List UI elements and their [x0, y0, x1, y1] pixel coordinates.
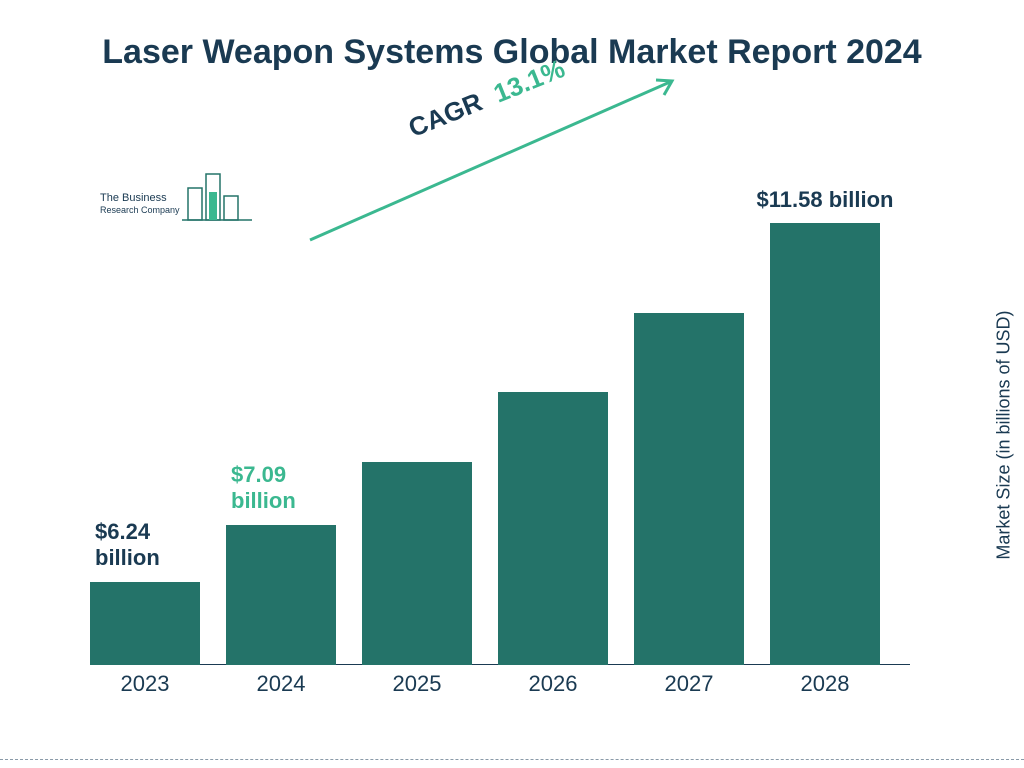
x-tick-2028: 2028: [760, 671, 890, 697]
x-tick-2024: 2024: [216, 671, 346, 697]
bar-2028: [770, 223, 880, 665]
value-label-2028: $11.58 billion: [740, 187, 910, 213]
value-label-2024: $7.09billion: [231, 462, 351, 515]
x-tick-2023: 2023: [80, 671, 210, 697]
bar-2023: [90, 582, 200, 665]
x-tick-2027: 2027: [624, 671, 754, 697]
bar-2026: [498, 392, 608, 665]
bar-chart: 202320242025202620272028$6.24billion$7.0…: [90, 165, 910, 695]
bar-2027: [634, 313, 744, 666]
x-tick-2026: 2026: [488, 671, 618, 697]
cagr-label: CAGR: [404, 86, 486, 142]
bar-2024: [226, 525, 336, 665]
footer-divider: [0, 759, 1024, 760]
y-axis-label: Market Size (in billions of USD): [994, 311, 1015, 560]
chart-title: Laser Weapon Systems Global Market Repor…: [0, 30, 1024, 74]
value-label-2023: $6.24billion: [95, 519, 215, 572]
bar-2025: [362, 462, 472, 665]
x-tick-2025: 2025: [352, 671, 482, 697]
